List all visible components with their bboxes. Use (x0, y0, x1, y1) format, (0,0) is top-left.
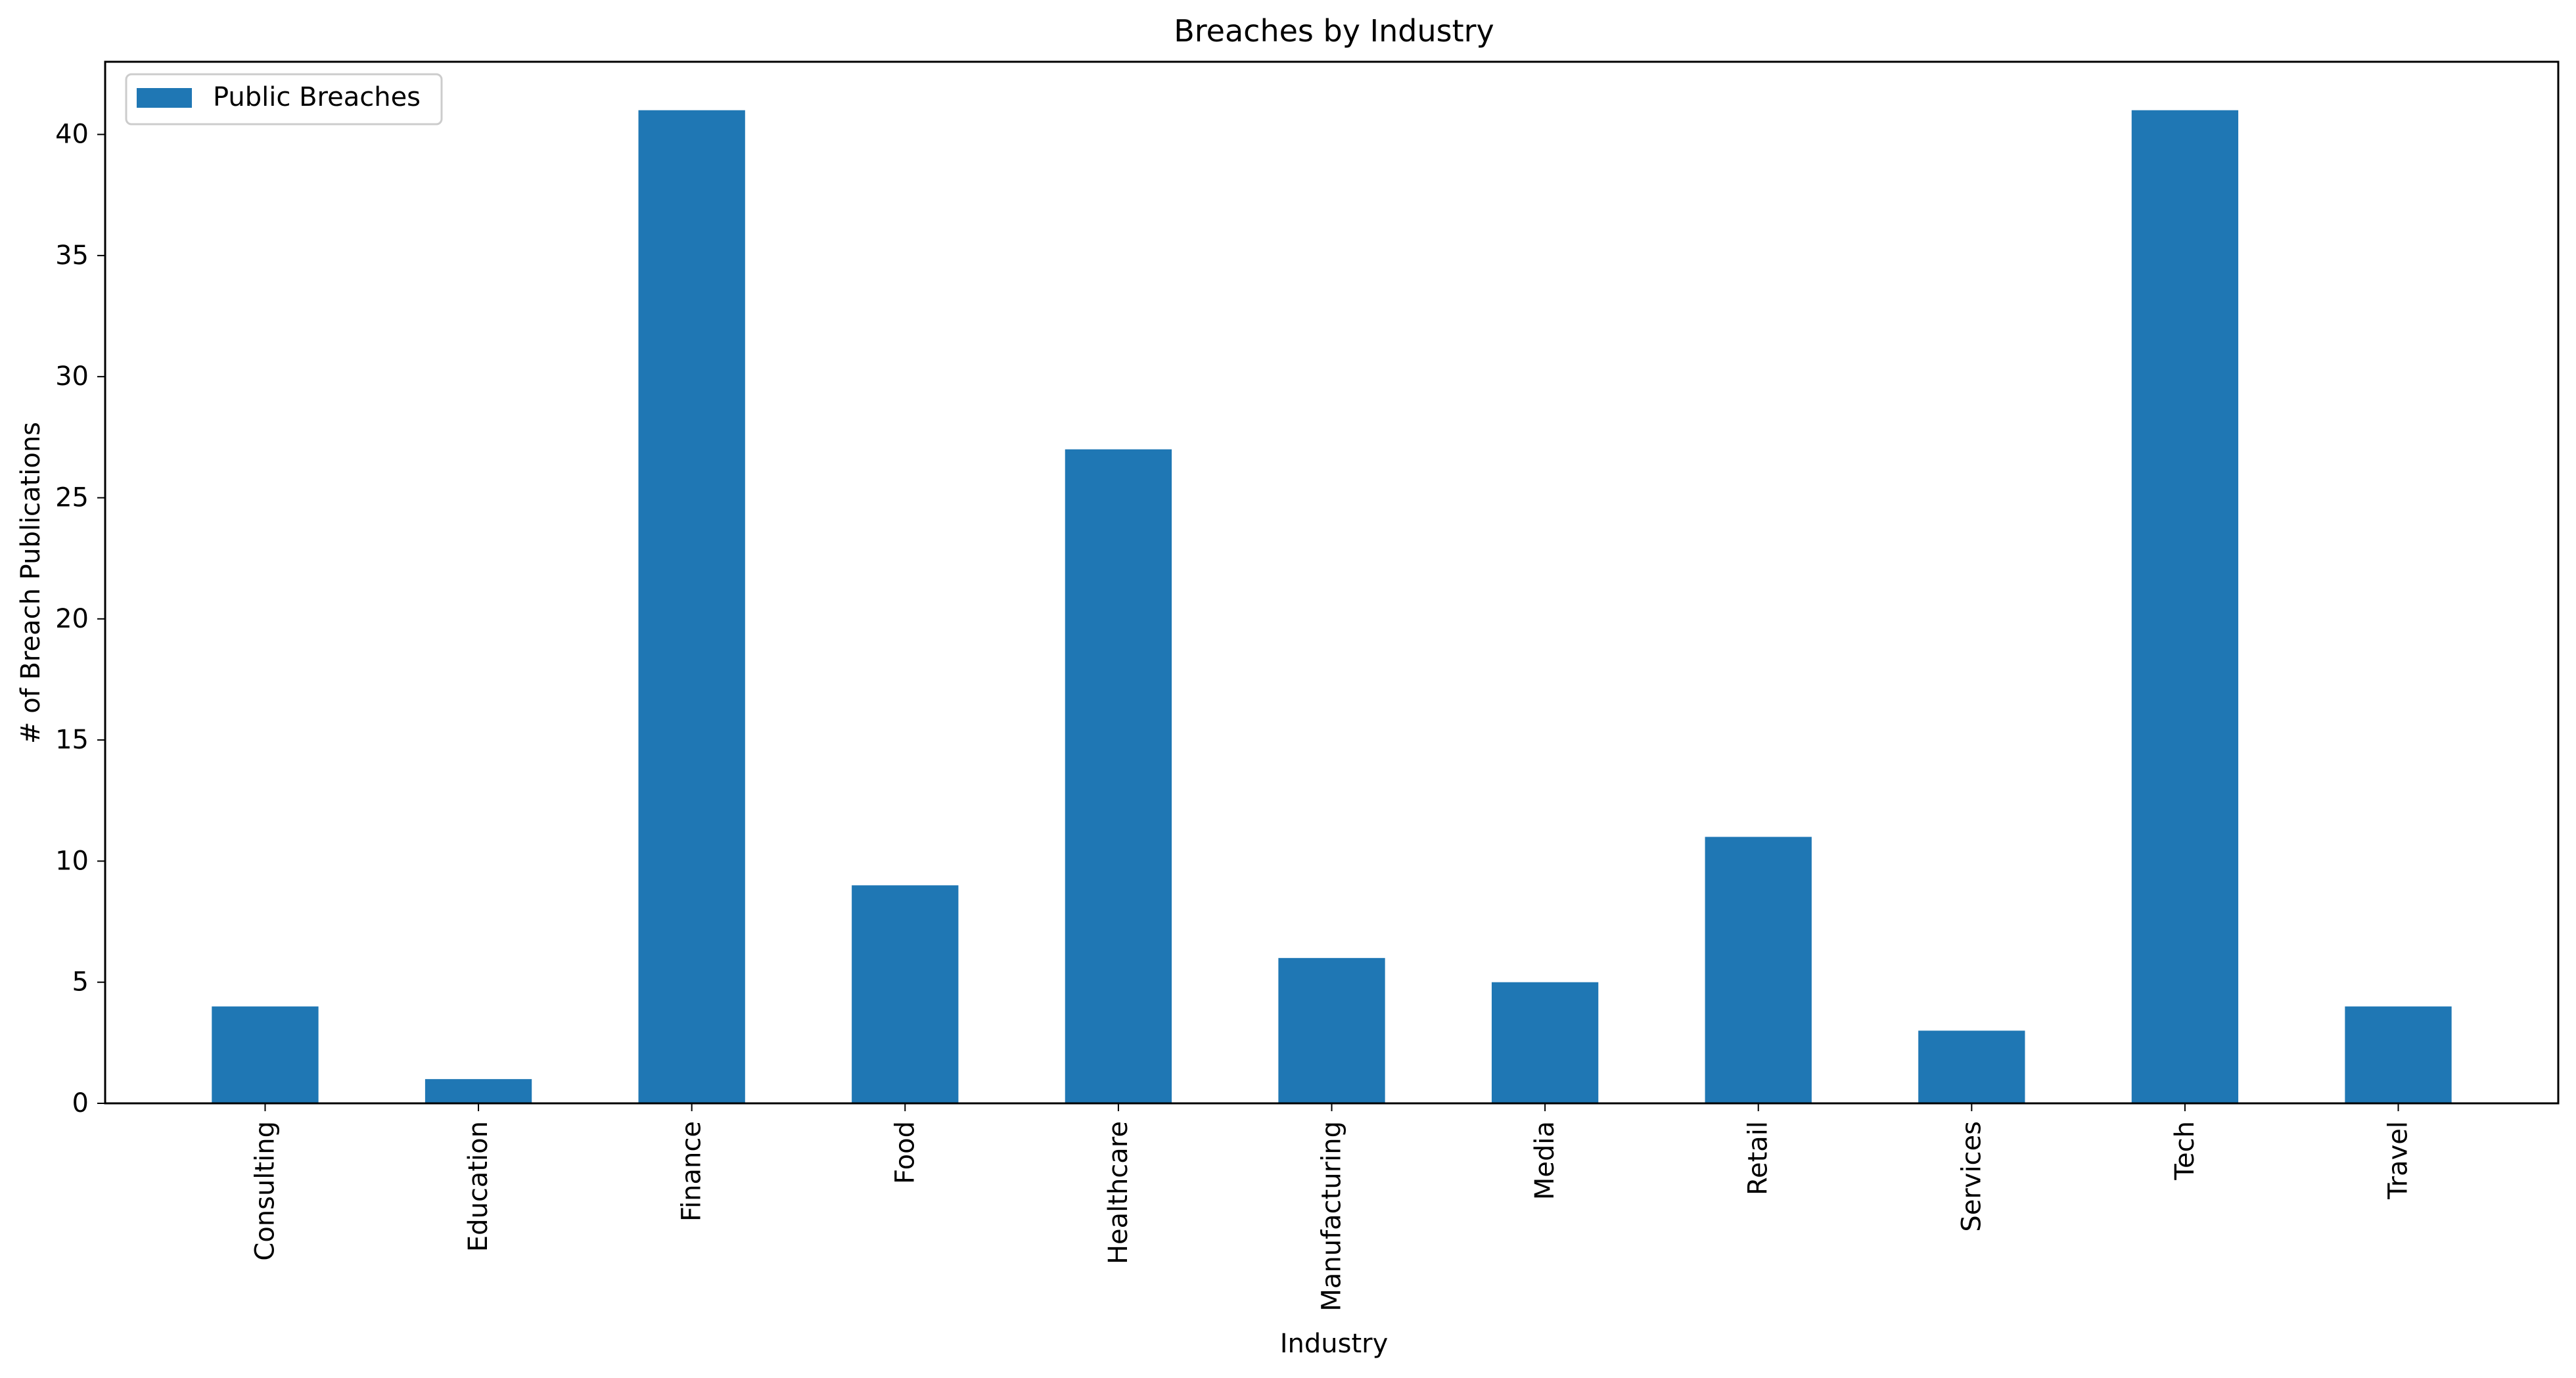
y-tick-label: 15 (55, 725, 89, 755)
legend-label: Public Breaches (213, 82, 421, 112)
bar-education (425, 1079, 532, 1103)
x-tick-label: Manufacturing (1317, 1121, 1347, 1312)
x-tick-label: Education (463, 1121, 494, 1252)
x-axis: Consulting Education Finance Food Healthcare… (250, 1103, 2414, 1312)
y-tick-label: 35 (55, 241, 89, 271)
bar-tech (2131, 110, 2239, 1104)
y-axis: 0 5 10 15 20 25 30 35 40 (55, 120, 105, 1118)
bar-services (1918, 1030, 2025, 1103)
x-tick-label: Retail (1743, 1121, 1774, 1195)
y-tick-label: 20 (55, 604, 89, 634)
y-axis-label: # of Breach Publications (16, 422, 46, 744)
y-tick-label: 40 (55, 120, 89, 150)
x-tick-label: Travel (2383, 1121, 2414, 1200)
x-tick-label: Tech (2170, 1121, 2200, 1181)
bars (212, 110, 2452, 1104)
legend: Public Breaches (125, 73, 443, 126)
y-tick-label: 25 (55, 482, 89, 513)
bar-food (852, 885, 959, 1103)
bar-healthcare (1065, 449, 1172, 1103)
plot-frame (104, 60, 2560, 1105)
y-tick-label: 30 (55, 361, 89, 392)
y-tick-label: 5 (72, 967, 89, 998)
x-tick-label: Consulting (250, 1121, 280, 1261)
x-tick-label: Food (890, 1121, 920, 1184)
chart-title: Breaches by Industry (1174, 13, 1494, 49)
bar-consulting (212, 1006, 319, 1103)
bar-manufacturing (1278, 957, 1385, 1103)
x-tick-label: Services (1956, 1121, 1987, 1232)
bar-media (1491, 982, 1599, 1103)
x-tick-label: Healthcare (1103, 1121, 1134, 1264)
legend-box (125, 73, 443, 126)
x-axis-label: Industry (1280, 1329, 1389, 1359)
legend-swatch (137, 88, 192, 108)
bar-finance (638, 110, 745, 1104)
x-tick-label: Finance (677, 1121, 707, 1222)
x-tick-label: Media (1530, 1121, 1560, 1200)
bar-retail (1705, 837, 1812, 1103)
y-tick-label: 0 (72, 1088, 89, 1118)
y-tick-label: 10 (55, 846, 89, 876)
bar-travel (2345, 1006, 2452, 1103)
